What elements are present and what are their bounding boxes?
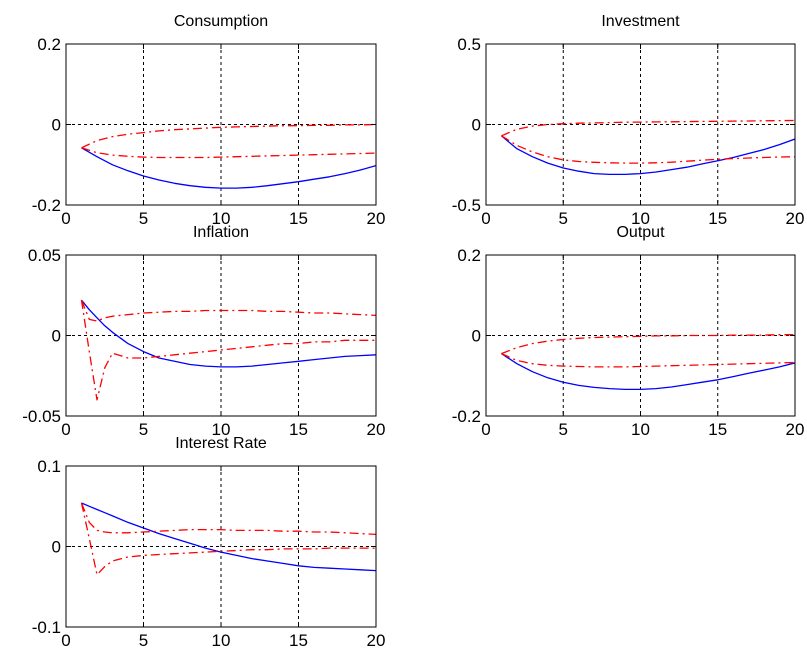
- series-group: [501, 334, 795, 391]
- x-tick-label: 5: [139, 631, 148, 650]
- y-tick-label: 0.5: [457, 35, 481, 54]
- confidence-band-line: [80, 299, 376, 322]
- x-tick-label: 20: [367, 420, 386, 439]
- x-tick-label: 15: [289, 631, 308, 650]
- series-group: [80, 299, 376, 401]
- x-tick-label: 5: [559, 420, 568, 439]
- series-group: [80, 502, 376, 576]
- x-tick-label: 5: [559, 209, 568, 228]
- x-tick-label: 0: [61, 420, 70, 439]
- x-tick-label: 10: [212, 420, 231, 439]
- y-tick-label: 0: [472, 327, 481, 346]
- x-tick-label: 0: [481, 209, 490, 228]
- x-tick-label: 20: [786, 209, 805, 228]
- y-tick-label: 0: [52, 327, 61, 346]
- y-tick-label: -0.2: [32, 196, 61, 215]
- subplot-title: Inflation: [193, 224, 249, 241]
- y-tick-label: 0: [52, 538, 61, 557]
- x-tick-label: 5: [139, 420, 148, 439]
- x-tick-label: 15: [289, 209, 308, 228]
- x-tick-label: 20: [786, 420, 805, 439]
- subplot-title: Investment: [601, 13, 680, 30]
- response-line: [81, 147, 376, 189]
- confidence-band-line: [80, 502, 376, 576]
- subplot-title: Interest Rate: [175, 435, 267, 452]
- confidence-band-line: [80, 502, 376, 536]
- response-line: [501, 353, 795, 391]
- x-tick-label: 10: [212, 209, 231, 228]
- confidence-band-line: [81, 123, 376, 149]
- y-tick-label: -0.05: [22, 407, 61, 426]
- y-tick-label: -0.1: [32, 618, 61, 637]
- subplot-title: Consumption: [174, 13, 268, 30]
- confidence-band-line: [501, 135, 795, 164]
- x-tick-label: 0: [61, 631, 70, 650]
- confidence-band-line: [80, 300, 376, 401]
- subplot-title: Output: [616, 224, 665, 241]
- x-tick-label: 15: [289, 420, 308, 439]
- x-tick-label: 5: [139, 209, 148, 228]
- y-tick-label: -0.2: [452, 407, 481, 426]
- y-tick-label: 0: [472, 116, 481, 135]
- response-line: [80, 299, 376, 368]
- x-tick-label: 15: [708, 420, 727, 439]
- x-tick-label: 15: [708, 209, 727, 228]
- x-tick-label: 20: [367, 209, 386, 228]
- response-line: [81, 502, 376, 572]
- x-tick-label: 10: [631, 209, 650, 228]
- series-group: [500, 119, 795, 176]
- y-tick-label: 0.1: [37, 457, 61, 476]
- series-group: [81, 123, 376, 189]
- y-tick-label: 0.2: [457, 246, 481, 265]
- x-tick-label: 20: [367, 631, 386, 650]
- response-line: [500, 135, 795, 176]
- x-tick-label: 10: [631, 420, 650, 439]
- y-tick-label: -0.5: [452, 196, 481, 215]
- y-tick-label: 0: [52, 116, 61, 135]
- x-tick-label: 0: [481, 420, 490, 439]
- y-tick-label: 0.2: [37, 35, 61, 54]
- x-tick-label: 10: [212, 631, 231, 650]
- x-tick-label: 0: [61, 209, 70, 228]
- y-tick-label: 0.05: [28, 246, 61, 265]
